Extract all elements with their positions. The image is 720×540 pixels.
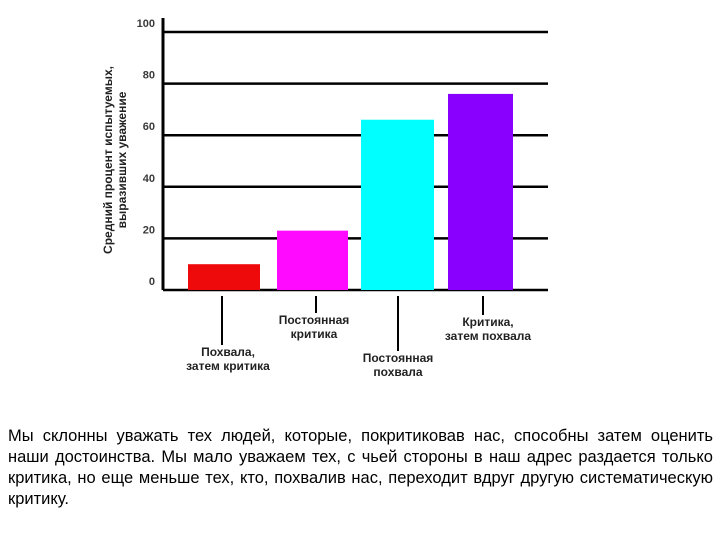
- category-label: Постоянная критика: [279, 313, 350, 341]
- y-tick-labels: 0 20 40 60 80 100: [137, 18, 155, 288]
- y-tick-label: 100: [137, 18, 155, 30]
- bar: [361, 119, 434, 290]
- bar: [448, 93, 513, 290]
- category-label-line: Постоянная: [279, 313, 350, 327]
- category-label: Критика, затем похвала: [445, 315, 532, 343]
- category-label-line: затем критика: [186, 359, 270, 373]
- category-label-line: Похвала,: [201, 345, 255, 359]
- y-tick-label: 80: [143, 70, 155, 82]
- bar: [277, 230, 348, 290]
- category-label: Постоянная похвала: [363, 351, 434, 379]
- y-tick-label: 0: [149, 276, 155, 288]
- y-tick-label: 20: [143, 224, 155, 236]
- category-label-line: Критика,: [462, 315, 513, 329]
- y-tick-label: 60: [143, 121, 155, 133]
- bars: [188, 93, 513, 290]
- category-label-line: затем похвала: [445, 329, 532, 343]
- y-axis-label-line: выразивших уважение: [115, 91, 129, 228]
- y-tick-label: 40: [143, 173, 155, 185]
- category-label-line: критика: [291, 327, 338, 341]
- category-label: Похвала, затем критика: [186, 345, 270, 373]
- category-label-line: похвала: [373, 365, 422, 379]
- y-axis-label-line: Средний процент испытуемых,: [101, 66, 115, 254]
- caption-text: Мы склонны уважать тех людей, которые, п…: [8, 427, 713, 508]
- category-label-line: Постоянная: [363, 351, 434, 365]
- bar: [188, 264, 260, 290]
- bar-chart: 0 20 40 60 80 100 Похвала, затем критика Постоя…: [101, 18, 548, 379]
- category-leader-lines: [221, 296, 484, 351]
- y-axis-label: Средний процент испытуемых,выразивших ув…: [101, 66, 129, 254]
